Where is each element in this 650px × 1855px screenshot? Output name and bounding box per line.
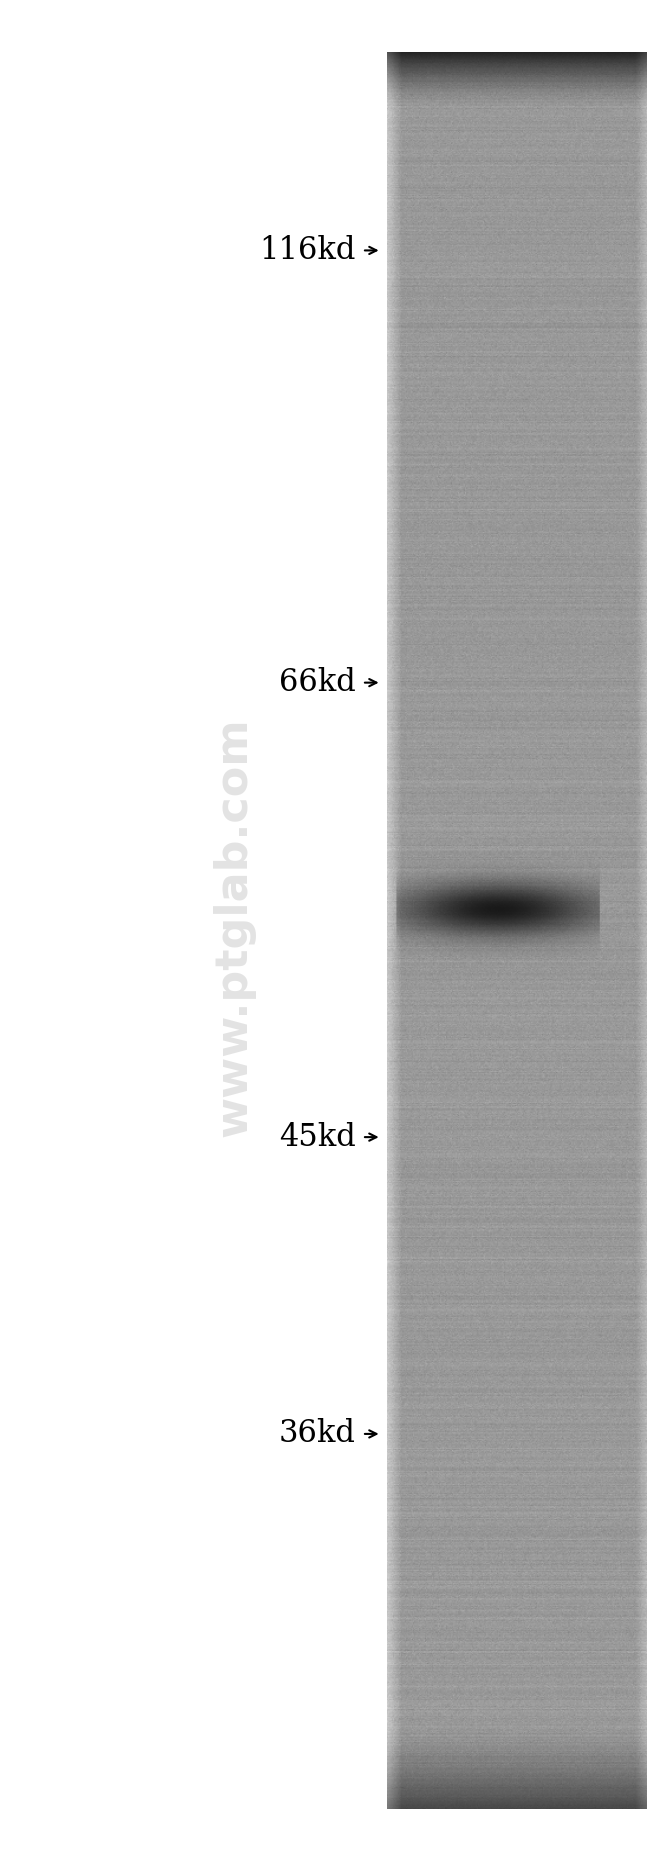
Text: 116kd: 116kd (259, 236, 356, 265)
Text: www.ptglab.com: www.ptglab.com (213, 718, 255, 1137)
Text: 45kd: 45kd (279, 1122, 356, 1152)
Text: 36kd: 36kd (279, 1419, 356, 1449)
Text: 66kd: 66kd (279, 668, 356, 697)
